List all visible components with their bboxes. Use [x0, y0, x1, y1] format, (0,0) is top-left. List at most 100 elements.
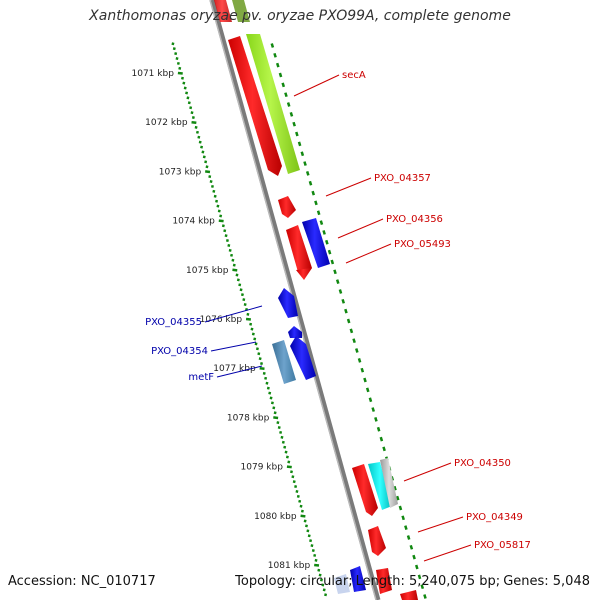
inner-minor-tick — [287, 460, 291, 464]
tick-label: 1076 kbp — [200, 315, 243, 325]
tick-label: 1079 kbp — [241, 463, 284, 473]
inner-minor-tick — [290, 470, 293, 474]
feature-pxo05493[interactable] — [302, 218, 330, 268]
inner-minor-tick — [243, 303, 247, 307]
inner-minor-tick — [215, 199, 219, 203]
gene-label[interactable]: PXO_04354 — [151, 346, 208, 357]
inner-minor-tick — [232, 263, 236, 267]
outer-tick — [338, 289, 343, 294]
gene-label[interactable]: metF — [188, 372, 214, 383]
inner-minor-tick — [190, 111, 194, 115]
gene-label[interactable]: PXO_04356 — [386, 214, 443, 225]
inner-minor-tick — [277, 426, 281, 430]
inner-minor-tick — [264, 376, 268, 380]
inner-minor-tick — [253, 337, 257, 341]
length-text: Length: 5,240,075 bp — [355, 574, 496, 589]
feature-pxo04355[interactable] — [278, 288, 298, 318]
inner-minor-tick — [198, 140, 202, 144]
outer-tick — [365, 387, 370, 393]
inner-minor-tick — [291, 475, 295, 479]
feature-bottom-reverse-2 — [334, 574, 350, 594]
gene-label[interactable]: PXO_04350 — [454, 458, 511, 469]
inner-minor-tick — [257, 352, 261, 356]
gene-label[interactable]: PXO_04357 — [374, 173, 431, 184]
inner-minor-tick — [210, 184, 214, 188]
outer-tick — [270, 43, 275, 48]
inner-minor-tick — [236, 278, 240, 282]
gene-leader-line — [417, 516, 464, 533]
outer-tick — [308, 180, 313, 186]
inner-minor-tick — [254, 342, 258, 346]
inner-minor-tick — [187, 101, 191, 105]
gene-leader-line — [337, 218, 384, 239]
feature-metF[interactable] — [272, 340, 296, 384]
outer-tick — [357, 358, 362, 363]
inner-minor-tick — [260, 362, 263, 366]
inner-minor-tick — [227, 243, 231, 247]
feature-pxo04350-cds[interactable] — [352, 464, 378, 516]
outer-tick — [325, 239, 329, 245]
feature-pxo05817[interactable] — [376, 568, 392, 594]
feature-pxo04357[interactable] — [278, 196, 296, 218]
gene-label[interactable]: PXO_05493 — [394, 239, 451, 250]
outer-tick — [412, 554, 416, 560]
inner-minor-tick — [266, 386, 270, 390]
outer-tick — [406, 535, 411, 540]
inner-tick-dots — [171, 42, 328, 597]
gene-label[interactable]: PXO_05817 — [474, 540, 531, 551]
inner-minor-tick — [197, 135, 201, 139]
gene-leader-line — [345, 243, 392, 264]
outer-tick — [286, 102, 291, 107]
outer-tick — [420, 584, 425, 590]
tick-label: 1078 kbp — [227, 413, 270, 423]
inner-minor-tick — [321, 583, 325, 587]
feature-pxo04350-other[interactable] — [380, 458, 398, 508]
inner-minor-tick — [317, 568, 321, 572]
inner-minor-tick — [279, 430, 283, 434]
inner-major-tick — [205, 170, 211, 174]
inner-minor-tick — [212, 189, 216, 193]
feature-pxo04349[interactable] — [368, 526, 386, 556]
inner-minor-tick — [205, 165, 209, 169]
outer-tick — [319, 220, 324, 225]
feature-pxo04354[interactable] — [290, 336, 316, 380]
feature-pxo04354-small[interactable] — [288, 326, 302, 338]
outer-tick — [346, 318, 351, 324]
gene-label[interactable]: PXO_04355 — [145, 317, 202, 328]
outer-tick — [330, 259, 335, 265]
inner-minor-tick — [280, 435, 284, 439]
feature-bottom-forward-1 — [400, 590, 418, 600]
gene-leader-line — [325, 177, 372, 197]
inner-minor-tick — [209, 180, 213, 184]
inner-minor-tick — [202, 155, 206, 159]
feature-pxo04356[interactable] — [286, 225, 312, 278]
feature-secA-cds[interactable] — [228, 36, 282, 176]
feature-secA-rna[interactable] — [246, 34, 300, 174]
inner-minor-tick — [249, 322, 253, 326]
outer-tick — [335, 279, 340, 284]
gene-label[interactable]: PXO_04349 — [466, 512, 523, 523]
genome-stats: Topology: circular; Length: 5,240,075 bp;… — [235, 574, 590, 589]
inner-minor-tick — [300, 509, 304, 513]
inner-minor-tick — [299, 504, 303, 508]
inner-minor-tick — [204, 160, 208, 164]
feature-pxo04350-trna[interactable] — [368, 462, 392, 510]
inner-minor-tick — [307, 534, 311, 538]
gene-label[interactable]: secA — [342, 70, 366, 81]
inner-minor-tick — [219, 214, 223, 218]
inner-minor-tick — [322, 588, 326, 592]
outer-tick — [414, 564, 419, 570]
inner-minor-tick — [217, 209, 221, 213]
gene-leader-line — [204, 305, 263, 323]
inner-minor-tick — [191, 116, 195, 120]
tick-label: 1077 kbp — [213, 364, 256, 374]
outer-tick — [395, 495, 400, 501]
tick-label: 1075 kbp — [186, 266, 229, 276]
inner-minor-tick — [235, 273, 239, 277]
inner-minor-tick — [200, 145, 204, 149]
inner-minor-tick — [285, 455, 289, 459]
inner-minor-tick — [172, 47, 176, 51]
tick-label: 1072 kbp — [145, 118, 188, 128]
inner-minor-tick — [310, 544, 314, 548]
inner-major-tick — [177, 71, 183, 75]
